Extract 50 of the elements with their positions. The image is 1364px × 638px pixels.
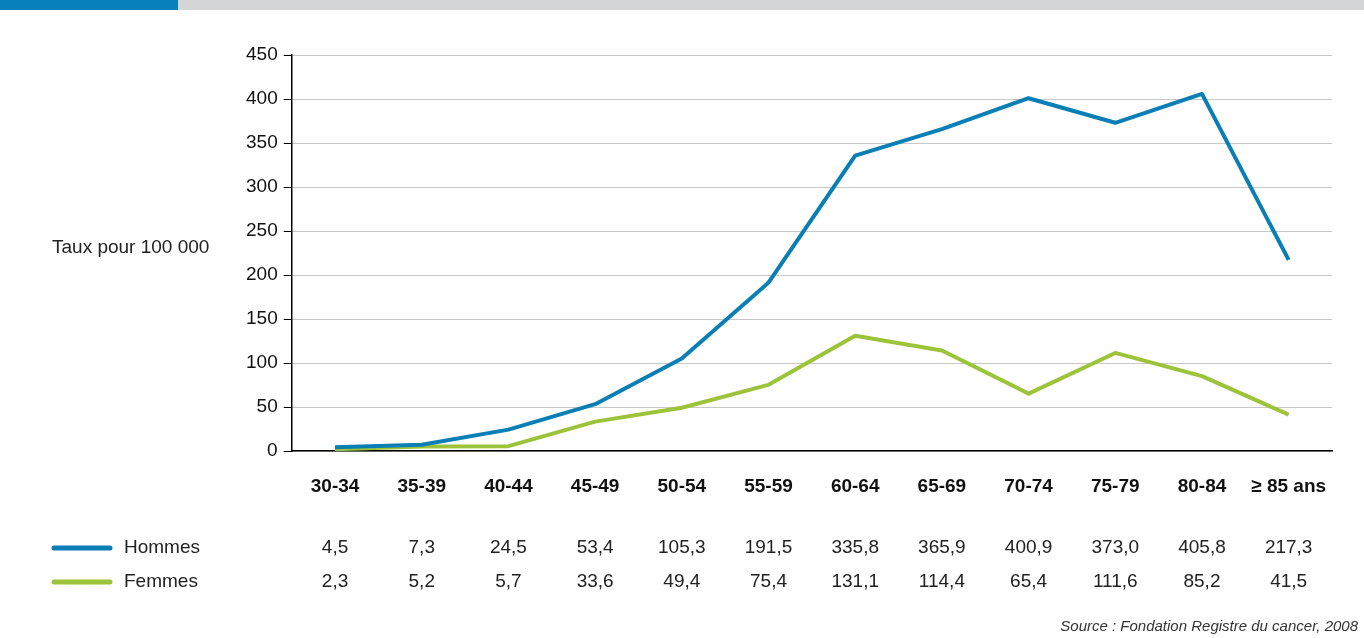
data-label: 85,2 bbox=[1183, 570, 1221, 592]
source-note: Source : Fondation Registre du cancer, 2008 bbox=[1060, 617, 1359, 635]
data-label: 373,0 bbox=[1091, 536, 1140, 558]
data-label: 400,9 bbox=[1004, 536, 1053, 558]
data-label: 114,4 bbox=[918, 570, 966, 592]
data-label: 5,7 bbox=[495, 570, 522, 592]
x-tick-label: 35-39 bbox=[397, 474, 447, 496]
x-tick-label: 70-74 bbox=[1004, 474, 1054, 496]
y-tick-label: 0 bbox=[267, 439, 278, 461]
y-tick-label: 400 bbox=[246, 87, 278, 109]
data-label: 49,4 bbox=[663, 570, 701, 592]
data-label: 5,2 bbox=[408, 570, 435, 592]
x-tick-label: 75-79 bbox=[1090, 474, 1140, 496]
data-label: 24,5 bbox=[489, 536, 527, 558]
data-label: 105,3 bbox=[658, 536, 706, 558]
x-tick-label: 60-64 bbox=[830, 474, 880, 496]
y-tick-label: 350 bbox=[246, 131, 278, 153]
data-label: 33,6 bbox=[576, 570, 614, 592]
x-tick-label: 40-44 bbox=[484, 474, 534, 496]
x-tick-label: ≥ 85 ans bbox=[1251, 474, 1327, 496]
data-label: 111,6 bbox=[1092, 570, 1138, 592]
y-tick-label: 200 bbox=[246, 263, 278, 285]
data-label: 4,5 bbox=[321, 536, 349, 558]
x-tick-label: 50-54 bbox=[657, 474, 707, 496]
y-tick-label: 100 bbox=[246, 351, 278, 373]
data-label: 53,4 bbox=[576, 536, 615, 558]
data-label: 75,4 bbox=[750, 570, 788, 592]
data-label: 41,5 bbox=[1270, 570, 1308, 592]
y-tick-label: 300 bbox=[246, 175, 278, 197]
y-tick-label: 50 bbox=[256, 395, 278, 417]
legend-label: Femmes bbox=[124, 570, 198, 592]
data-label: 217,3 bbox=[1264, 536, 1313, 558]
y-tick-label: 450 bbox=[246, 43, 278, 65]
x-tick-label: 30-34 bbox=[310, 474, 360, 496]
y-tick-label: 250 bbox=[246, 219, 278, 241]
data-label: 405,8 bbox=[1178, 536, 1226, 558]
legend-label: Hommes bbox=[124, 536, 201, 558]
data-label: 131,1 bbox=[831, 570, 879, 592]
data-label: 65,4 bbox=[1010, 570, 1048, 592]
data-label: 191,5 bbox=[744, 536, 793, 558]
data-label: 365,9 bbox=[918, 536, 966, 558]
data-label: 335,8 bbox=[831, 536, 879, 558]
x-tick-label: 55-59 bbox=[744, 474, 793, 496]
data-label: 2,3 bbox=[321, 570, 349, 592]
y-tick-label: 150 bbox=[246, 307, 278, 329]
data-label: 7,3 bbox=[408, 536, 435, 558]
x-tick-label: 45-49 bbox=[570, 474, 620, 496]
x-tick-label: 65-69 bbox=[917, 474, 967, 496]
y-axis-title: Taux pour 100 000 bbox=[52, 236, 210, 258]
x-tick-label: 80-84 bbox=[1177, 474, 1227, 496]
